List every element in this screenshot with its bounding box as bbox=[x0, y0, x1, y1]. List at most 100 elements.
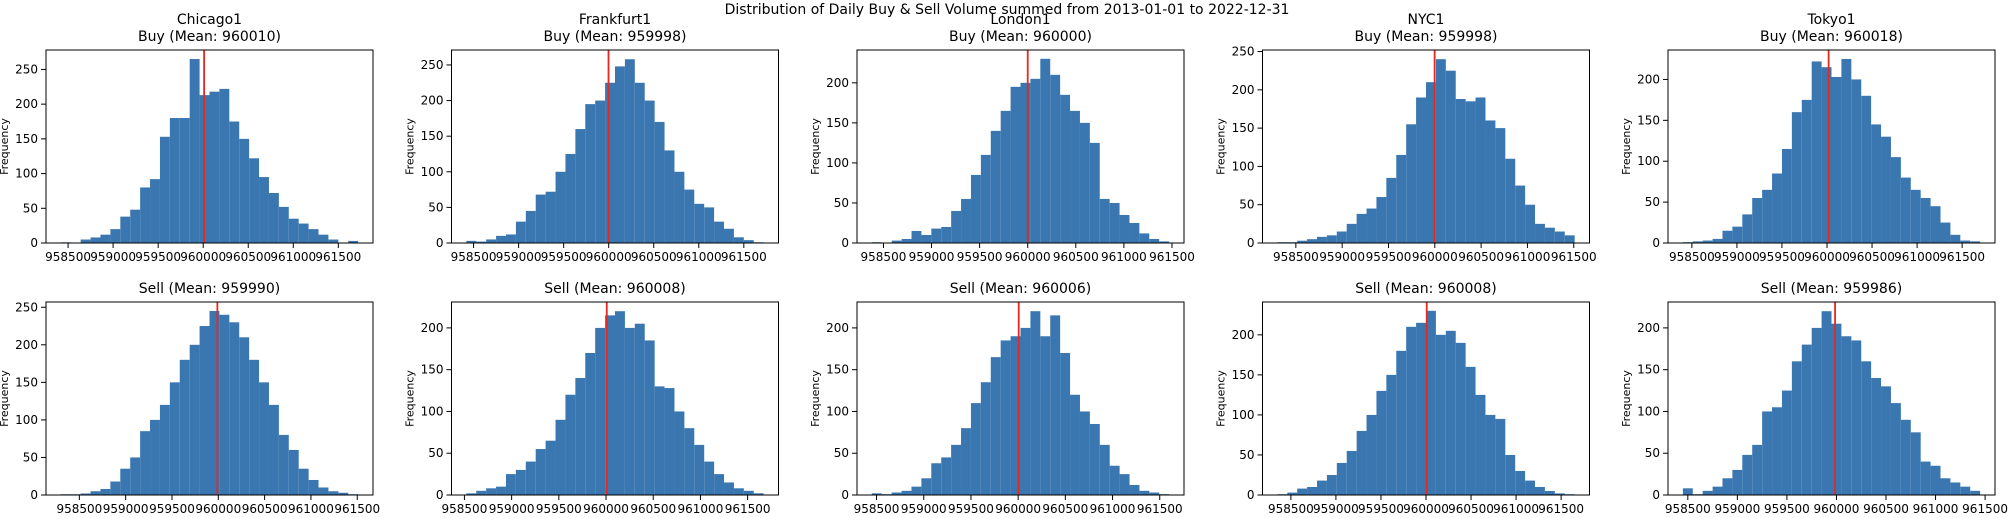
bar bbox=[150, 179, 160, 243]
bar bbox=[1772, 173, 1782, 243]
y-tick-label: 50 bbox=[834, 446, 849, 460]
bar bbox=[674, 171, 685, 243]
y-axis-label: Frequency bbox=[1620, 118, 1633, 175]
bar bbox=[1900, 177, 1911, 243]
bar bbox=[1831, 76, 1842, 243]
bar bbox=[1554, 493, 1565, 495]
bar bbox=[911, 230, 922, 243]
bar bbox=[1356, 213, 1367, 243]
bar bbox=[199, 326, 210, 495]
x-tick-label: 958500 bbox=[1273, 250, 1319, 264]
bar bbox=[1940, 478, 1951, 495]
y-tick-label: 200 bbox=[15, 338, 38, 352]
axes-frame bbox=[45, 301, 374, 496]
x-tick-label: 959000 bbox=[909, 250, 955, 264]
bar bbox=[298, 223, 309, 243]
bar bbox=[743, 240, 754, 243]
bar bbox=[169, 382, 180, 495]
bar bbox=[298, 468, 309, 495]
bar bbox=[80, 493, 91, 495]
bar bbox=[891, 240, 902, 243]
bar bbox=[525, 461, 536, 495]
bar bbox=[1515, 185, 1526, 243]
x-tick-label: 960500 bbox=[631, 250, 677, 264]
bar bbox=[1435, 334, 1446, 495]
bar bbox=[90, 237, 101, 243]
x-tick-label: 961500 bbox=[315, 250, 361, 264]
bar bbox=[1495, 418, 1506, 495]
bar bbox=[1326, 474, 1337, 495]
bar bbox=[605, 82, 615, 243]
bar bbox=[1554, 231, 1565, 243]
x-tick-label: 961000 bbox=[678, 502, 724, 516]
subplot-title: Frankfurt1 Buy (Mean: 959998) bbox=[543, 12, 687, 45]
bar bbox=[615, 66, 625, 244]
bar bbox=[1040, 58, 1051, 243]
bar bbox=[901, 490, 912, 495]
y-tick-label: 50 bbox=[1239, 448, 1254, 462]
x-tick-label: 961000 bbox=[1894, 250, 1940, 264]
bar bbox=[1297, 240, 1308, 243]
bar bbox=[1149, 492, 1160, 495]
bar bbox=[694, 203, 705, 243]
y-tick-label: 150 bbox=[15, 132, 38, 146]
bar bbox=[1119, 474, 1130, 495]
bar bbox=[476, 490, 487, 495]
bar bbox=[733, 488, 744, 495]
bar bbox=[1307, 486, 1317, 495]
bar bbox=[1000, 340, 1011, 495]
bar bbox=[120, 468, 131, 495]
bar bbox=[664, 150, 675, 243]
bar bbox=[318, 234, 329, 243]
bar bbox=[704, 207, 715, 243]
y-tick-label: 50 bbox=[23, 450, 38, 464]
bar bbox=[1129, 484, 1140, 495]
bar bbox=[1119, 214, 1130, 243]
x-tick-label: 961000 bbox=[1505, 250, 1551, 264]
bar bbox=[1732, 469, 1743, 495]
bar bbox=[1079, 122, 1090, 243]
bar bbox=[644, 100, 655, 243]
bar bbox=[1515, 470, 1526, 495]
x-tick-label: 960500 bbox=[1448, 502, 1494, 516]
bar bbox=[634, 82, 645, 243]
bar bbox=[239, 138, 250, 243]
bar bbox=[1890, 157, 1901, 243]
bar bbox=[1475, 394, 1486, 495]
bar bbox=[1060, 94, 1071, 244]
bar bbox=[1752, 198, 1763, 243]
y-axis-label: Frequency bbox=[1215, 118, 1228, 175]
bar bbox=[1811, 327, 1822, 495]
bar bbox=[179, 118, 190, 243]
bar bbox=[506, 234, 516, 243]
bar bbox=[901, 238, 912, 243]
x-tick-label: 960500 bbox=[1849, 250, 1895, 264]
bar bbox=[753, 493, 764, 495]
y-tick-label: 50 bbox=[1645, 195, 1660, 209]
bar bbox=[1060, 352, 1071, 495]
y-tick-label: 200 bbox=[1637, 321, 1660, 335]
bar bbox=[990, 130, 1001, 243]
y-axis-label: Frequency bbox=[404, 118, 417, 175]
y-tick-label: 0 bbox=[1652, 488, 1660, 502]
bar bbox=[684, 189, 695, 243]
bar bbox=[1831, 323, 1842, 495]
bar bbox=[1702, 240, 1713, 243]
bar bbox=[1861, 361, 1872, 495]
x-tick-label: 961500 bbox=[1551, 250, 1597, 264]
bar bbox=[219, 314, 230, 495]
x-tick-label: 961000 bbox=[1493, 502, 1539, 516]
bar bbox=[1712, 238, 1723, 243]
x-tick-label: 959000 bbox=[1313, 502, 1359, 516]
y-tick-label: 50 bbox=[428, 200, 443, 214]
bar bbox=[338, 492, 349, 495]
bar bbox=[1525, 480, 1535, 495]
bar bbox=[1159, 241, 1170, 243]
x-tick-label: 960500 bbox=[242, 502, 288, 516]
bar bbox=[595, 327, 606, 495]
bar bbox=[921, 234, 932, 243]
y-tick-label: 150 bbox=[15, 375, 38, 389]
bar bbox=[1505, 158, 1516, 243]
bar bbox=[1772, 407, 1782, 495]
